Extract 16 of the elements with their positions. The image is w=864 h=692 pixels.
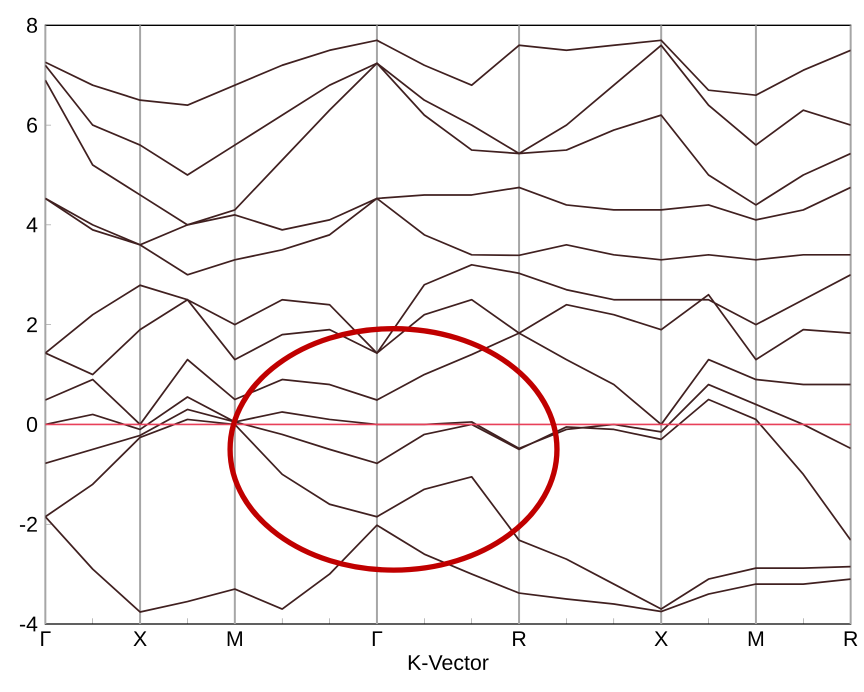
x-tick-label: X — [654, 631, 668, 646]
x-tick-label: R — [844, 631, 858, 646]
x-tick-label: Γ — [372, 631, 382, 646]
y-tick-label: -2 — [20, 516, 37, 532]
y-tick-label: 0 — [26, 416, 38, 432]
y-tick-label: 4 — [26, 218, 38, 232]
y-tick-label: 8 — [27, 18, 38, 33]
y-tick-label: 6 — [27, 118, 38, 133]
y-tick-label: -4 — [20, 616, 38, 632]
x-tick-label: R — [513, 631, 526, 646]
x-axis-title: K-Vector — [408, 655, 489, 670]
x-tick-label: M — [748, 631, 764, 646]
y-tick-label: 2 — [27, 317, 37, 332]
x-tick-label: M — [228, 631, 242, 646]
x-tick-label: Γ — [41, 631, 51, 646]
x-tick-label: X — [133, 631, 147, 646]
